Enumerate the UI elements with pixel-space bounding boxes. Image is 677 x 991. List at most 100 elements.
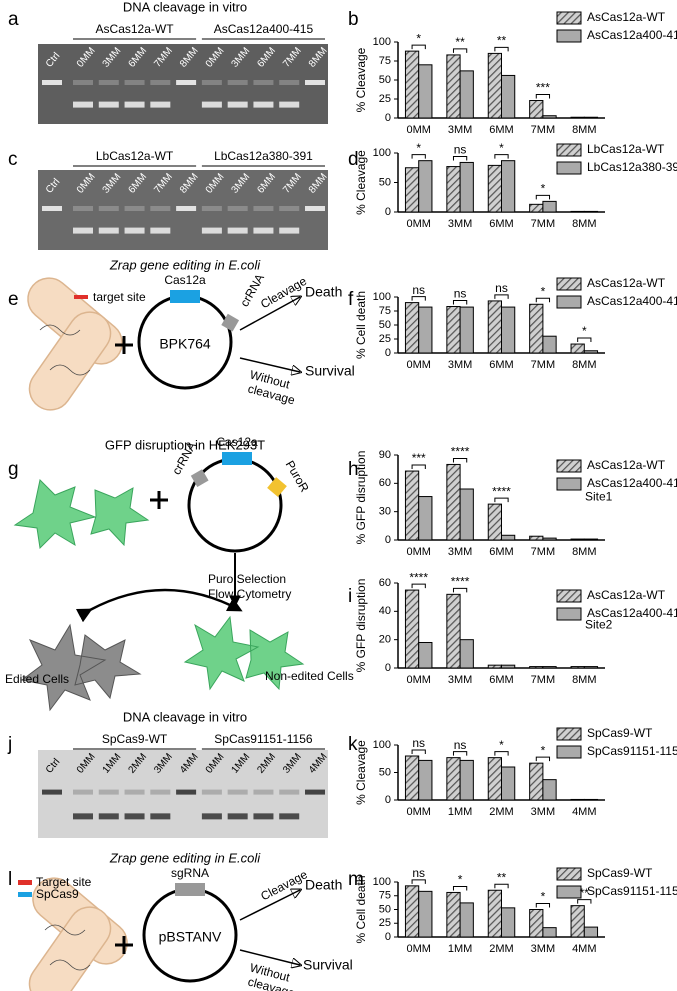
gene-label: Cas12a [216,435,258,449]
legend-label: AsCas12a-WT [587,276,666,290]
gel-band [150,101,171,108]
gel-band [42,80,62,85]
diagram-l: l Zrap gene editing in E.coli Target sit… [8,850,353,991]
bar [446,891,461,938]
bar [570,538,585,541]
outcome: Survival [303,957,353,973]
x-tick-label: 3MM [531,806,555,818]
bar [501,306,516,354]
gene-label: PuroR [283,458,312,495]
annotation: Site2 [585,618,613,632]
significance-label: *** [412,451,426,465]
bar [501,534,516,541]
x-tick-label: 3MM [448,674,472,686]
x-tick-label: 3MM [448,124,472,136]
significance-label: **** [492,484,511,498]
significance-label: ** [497,870,507,884]
significance-bracket [535,297,551,303]
legend-label: SpCas9-WT [587,866,653,880]
significance-label: ns [495,281,508,295]
x-tick-label: 8MM [572,359,596,371]
plus [150,491,168,509]
y-tick-label: 50 [379,903,391,915]
x-tick-label: 2MM [489,943,513,955]
gel-band [73,101,93,108]
gel-band [98,101,119,108]
cells-label: Edited Cells [5,672,69,686]
marker-gene [267,477,287,497]
significance-bracket [452,751,468,756]
significance-label: * [541,890,546,904]
arrow [75,588,243,623]
legend-label: AsCas12a400-415 [587,606,677,620]
bar [459,161,474,213]
y-tick-label: 75 [379,305,391,317]
significance-label: ** [497,34,507,48]
x-tick-label: 6MM [489,674,513,686]
legend-swatch [556,11,582,25]
significance-label: ns [454,143,467,157]
x-tick-label: 4MM [572,943,596,955]
cells-gray [20,623,142,712]
gene-label: sgRNA [171,866,209,880]
x-tick-label: 6MM [489,124,513,136]
significance-label: * [499,141,504,155]
gel-band [124,206,145,211]
panel-letter: c [8,149,18,170]
x-tick-label: 1MM [448,806,472,818]
bar [583,116,599,119]
significance-label: ns [412,283,425,297]
y-tick-label: 40 [379,605,391,617]
bar [570,798,585,801]
x-tick-label: 4MM [572,806,596,818]
bar [570,210,585,213]
gel-band [227,227,248,234]
significance-bracket [452,587,468,593]
y-tick-label: 20 [379,634,391,646]
bar [418,160,433,213]
guide-gene [175,883,205,896]
bar [542,779,557,801]
x-tick-label: 0MM [406,359,430,371]
y-axis-label: % Cell death [354,291,368,359]
panel-letter: i [348,586,352,607]
gel-band [253,101,274,108]
y-tick-label: 50 [379,176,391,188]
cas-marker [18,892,32,897]
significance-bracket [494,46,509,52]
y-tick-label: 25 [379,333,391,345]
legend-label: AsCas12a-WT [587,458,666,472]
arrow [239,297,300,331]
significance-bracket [452,300,468,305]
gel-band [201,206,222,211]
significance-label: **** [451,445,470,459]
gel-band [201,80,222,85]
bar [404,167,420,213]
bar [542,927,557,938]
bar [529,535,544,541]
y-axis-label: % Cell death [354,875,368,943]
legend-label: AsCas12a-WT [587,588,666,602]
bar [570,666,585,669]
guide-gene [221,313,240,332]
gel-band [98,813,119,820]
y-tick-label: 30 [379,506,391,518]
section-title: GFP disruption in HEK293T [105,437,265,452]
bar [446,306,461,354]
gel-band [73,80,93,85]
y-tick-label: 60 [379,577,391,589]
gel-band [98,789,119,795]
bar [404,302,420,354]
significance-bracket [535,903,551,908]
significance-label: **** [451,575,470,589]
cas-gene [170,290,200,303]
dna [44,924,91,971]
gel-band [98,80,119,85]
group-label: AsCas12a400-415 [214,22,314,36]
x-tick-label: 7MM [531,124,555,136]
gel-band [150,206,171,211]
significance-bracket [452,885,468,891]
bar [487,503,503,541]
x-tick-label: 0MM [406,943,430,955]
